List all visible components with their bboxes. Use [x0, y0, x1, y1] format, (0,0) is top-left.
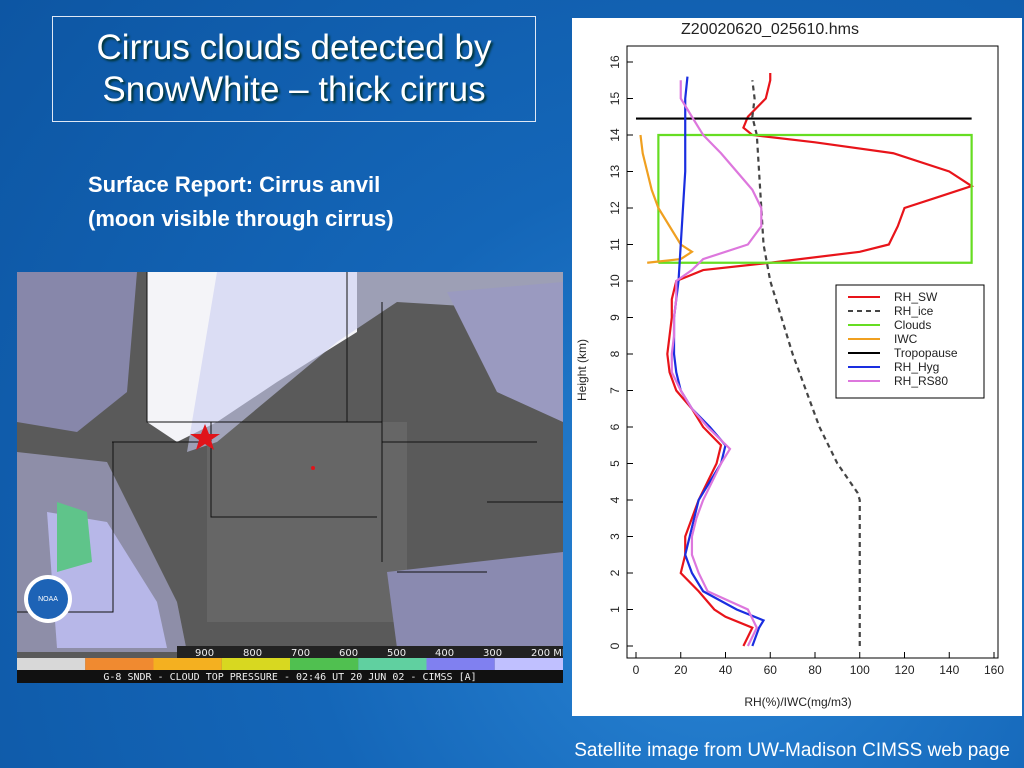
color-scale-swatch [426, 658, 495, 670]
y-tick-label: 11 [608, 238, 622, 251]
color-scale-label: 400 [435, 648, 454, 659]
color-scale-label: 200 MB [531, 648, 563, 659]
y-tick-label: 15 [608, 92, 622, 106]
legend-label: Tropopause [894, 346, 958, 360]
y-axis-label: Height (km) [575, 339, 589, 401]
y-tick-label: 5 [608, 460, 622, 467]
y-tick-label: 6 [608, 423, 622, 430]
profile-line [670, 80, 763, 647]
x-axis-label: RH(%)/IWC(mg/m3) [744, 695, 851, 709]
y-tick-label: 1 [608, 606, 622, 613]
y-tick-label: 14 [608, 128, 622, 142]
profile-line [657, 133, 973, 264]
color-scale-label-band [177, 646, 563, 658]
profile-line [672, 76, 766, 647]
color-scale-label: 700 [291, 648, 310, 659]
subtitle-line: Surface Report: Cirrus anvil [88, 172, 381, 197]
legend-label: IWC [894, 332, 918, 346]
profile-line [639, 134, 694, 264]
color-scale-swatch [17, 658, 86, 670]
color-scale-swatch [494, 658, 563, 670]
color-scale-label: 800 [243, 648, 262, 659]
color-scale-swatch [85, 658, 154, 670]
x-tick-label: 0 [633, 663, 640, 677]
color-scale-label: 500 [387, 648, 406, 659]
y-tick-label: 4 [608, 496, 622, 503]
slide-title: Cirrus clouds detected by SnowWhite – th… [96, 28, 492, 109]
noaa-logo-text: NOAA [38, 596, 58, 603]
x-tick-label: 80 [808, 663, 822, 677]
profile-line [666, 72, 975, 647]
y-tick-label: 0 [608, 642, 622, 649]
y-tick-label: 10 [608, 274, 622, 288]
color-scale-label: 900 [195, 648, 214, 659]
footer: Satellite image from UW-Madison CIMSS we… [574, 740, 1010, 761]
subtitle-line: (moon visible through cirrus) [88, 206, 394, 231]
color-scale-swatch [153, 658, 222, 670]
legend-label: RH_Hyg [894, 360, 939, 374]
y-tick-label: 12 [608, 201, 622, 215]
chart: Z20020620_025610.hms RH(%)/IWC(mg/m3) He… [572, 18, 1022, 716]
color-scale-label: 600 [339, 648, 358, 659]
title-box: Cirrus clouds detected by SnowWhite – th… [52, 16, 536, 122]
legend-label: RH_ice [894, 304, 934, 318]
profile-line [751, 80, 861, 646]
legend-label: RH_RS80 [894, 374, 948, 388]
y-tick-label: 13 [608, 165, 622, 179]
color-scale-swatch [221, 658, 290, 670]
legend-label: RH_SW [894, 290, 938, 304]
x-tick-label: 60 [764, 663, 778, 677]
y-tick-label: 7 [608, 387, 622, 394]
x-tick-label: 160 [984, 663, 1004, 677]
chart-title: Z20020620_025610.hms [681, 21, 859, 38]
legend-box [835, 284, 985, 399]
x-tick-label: 20 [674, 663, 688, 677]
color-scale-swatch [358, 658, 427, 670]
y-tick-label: 9 [608, 314, 622, 321]
color-scale-swatch [290, 658, 359, 670]
x-tick-label: 140 [939, 663, 959, 677]
y-tick-label: 3 [608, 533, 622, 540]
satellite-caption: G-8 SNDR - CLOUD TOP PRESSURE - 02:46 UT… [103, 672, 476, 683]
x-tick-label: 100 [850, 663, 870, 677]
y-tick-label: 16 [608, 55, 622, 69]
color-scale-label: 300 [483, 648, 502, 659]
legend-label: Clouds [894, 318, 931, 332]
x-tick-label: 120 [894, 663, 914, 677]
x-tick-label: 40 [719, 663, 733, 677]
satellite-image: NOAA 900 800 700 600 500 400 300 200 MB G-8 SND… [17, 272, 563, 683]
y-tick-label: 8 [608, 350, 622, 357]
y-tick-label: 2 [608, 569, 622, 576]
